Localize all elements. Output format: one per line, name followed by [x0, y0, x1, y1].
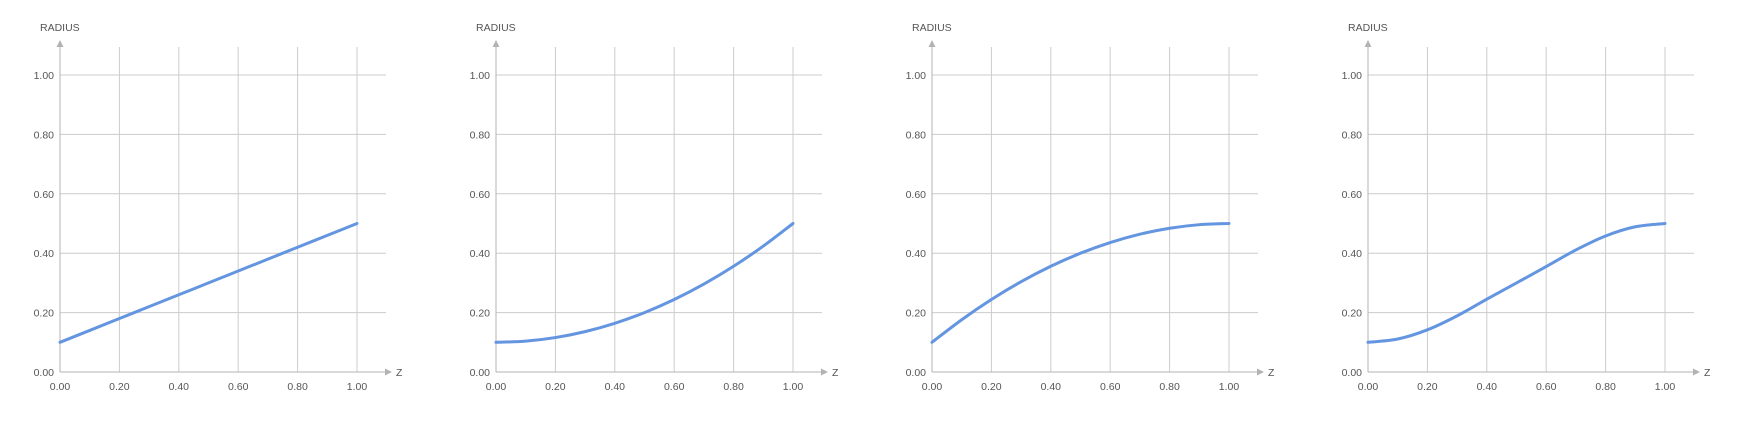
gridlines	[932, 47, 1258, 372]
y-axis-title: RADIUS	[912, 22, 952, 34]
x-tick-label: 0.60	[664, 381, 685, 393]
x-tick-label: 0.60	[1536, 381, 1557, 393]
y-tick-label: 0.80	[470, 129, 491, 141]
chart-panel-1: 0.00 0.20 0.40 0.60 0.80 1.00 0.00 0.20 0.40 0.60…	[34, 22, 403, 393]
x-tick-label: 1.00	[1655, 381, 1676, 393]
gridlines	[1368, 47, 1694, 372]
x-tick-label: 1.00	[347, 381, 368, 393]
y-tick-label: 1.00	[34, 70, 55, 82]
x-tick-label: 0.80	[723, 381, 744, 393]
y-axis-arrow-icon	[56, 40, 64, 47]
y-tick-label: 0.20	[470, 308, 491, 320]
x-tick-label: 0.40	[605, 381, 626, 393]
x-tick-label: 0.60	[1100, 381, 1121, 393]
y-tick-label: 1.00	[1342, 70, 1363, 82]
x-tick-label: 0.20	[545, 381, 566, 393]
x-tick-label: 0.20	[109, 381, 130, 393]
x-tick-label: 0.40	[169, 381, 190, 393]
x-tick-label: 1.00	[783, 381, 804, 393]
x-tick-label: 1.00	[1219, 381, 1240, 393]
x-axis-title: Z	[1268, 367, 1275, 379]
x-axis-arrow-icon	[821, 368, 828, 376]
x-tick-label: 0.80	[1595, 381, 1616, 393]
x-axis-arrow-icon	[1693, 368, 1700, 376]
chart-panel-2: 0.00 0.20 0.40 0.60 0.80 1.00 0.00 0.20 0.40 0.60…	[470, 22, 839, 393]
y-tick-label: 0.40	[470, 248, 491, 260]
y-tick-label: 1.00	[470, 70, 491, 82]
y-tick-label: 0.40	[34, 248, 55, 260]
y-axis-arrow-icon	[492, 40, 500, 47]
y-tick-label: 0.40	[1342, 248, 1363, 260]
x-axis-title: Z	[396, 367, 403, 379]
x-tick-label: 0.00	[922, 381, 943, 393]
series-line-1	[930, 222, 1231, 344]
y-tick-label: 0.80	[34, 129, 55, 141]
x-tick-label: 0.60	[228, 381, 249, 393]
series-line-1	[494, 222, 795, 344]
y-tick-label: 1.00	[906, 70, 927, 82]
y-tick-label: 0.80	[1342, 129, 1363, 141]
y-tick-label: 0.40	[906, 248, 927, 260]
series-line-1	[1366, 222, 1667, 344]
y-tick-label: 0.20	[1342, 308, 1363, 320]
x-tick-label: 0.80	[287, 381, 308, 393]
y-tick-label: 0.00	[34, 367, 55, 379]
chart-panel-3: 0.00 0.20 0.40 0.60 0.80 1.00 0.00 0.20 0.40 0.60…	[906, 22, 1275, 393]
chart-panel-4: 0.00 0.20 0.40 0.60 0.80 1.00 0.00 0.20 0.40 0.60…	[1342, 22, 1711, 393]
y-tick-label: 0.20	[906, 308, 927, 320]
x-tick-label: 0.20	[981, 381, 1002, 393]
y-tick-label: 0.00	[1342, 367, 1363, 379]
x-tick-label: 0.20	[1417, 381, 1438, 393]
y-tick-label: 0.80	[906, 129, 927, 141]
x-axis-title: Z	[1704, 367, 1711, 379]
x-tick-label: 0.80	[1159, 381, 1180, 393]
y-tick-label: 0.00	[906, 367, 927, 379]
x-axis-title: Z	[832, 367, 839, 379]
y-axis-title: RADIUS	[1348, 22, 1388, 34]
x-tick-label: 0.00	[1358, 381, 1379, 393]
y-tick-label: 0.20	[34, 308, 55, 320]
y-tick-label: 0.60	[34, 189, 55, 201]
y-axis-title: RADIUS	[476, 22, 516, 34]
x-tick-label: 0.40	[1477, 381, 1498, 393]
x-tick-label: 0.00	[486, 381, 507, 393]
y-tick-label: 0.60	[906, 189, 927, 201]
y-axis-arrow-icon	[1364, 40, 1372, 47]
y-tick-label: 0.60	[1342, 189, 1363, 201]
x-tick-label: 0.00	[50, 381, 71, 393]
x-tick-label: 0.40	[1041, 381, 1062, 393]
series-line-1	[58, 222, 359, 344]
y-tick-label: 0.60	[470, 189, 491, 201]
y-tick-label: 0.00	[470, 367, 491, 379]
x-axis-arrow-icon	[385, 368, 392, 376]
x-axis-arrow-icon	[1257, 368, 1264, 376]
y-axis-title: RADIUS	[40, 22, 80, 34]
gridlines	[496, 47, 822, 372]
y-axis-arrow-icon	[928, 40, 936, 47]
